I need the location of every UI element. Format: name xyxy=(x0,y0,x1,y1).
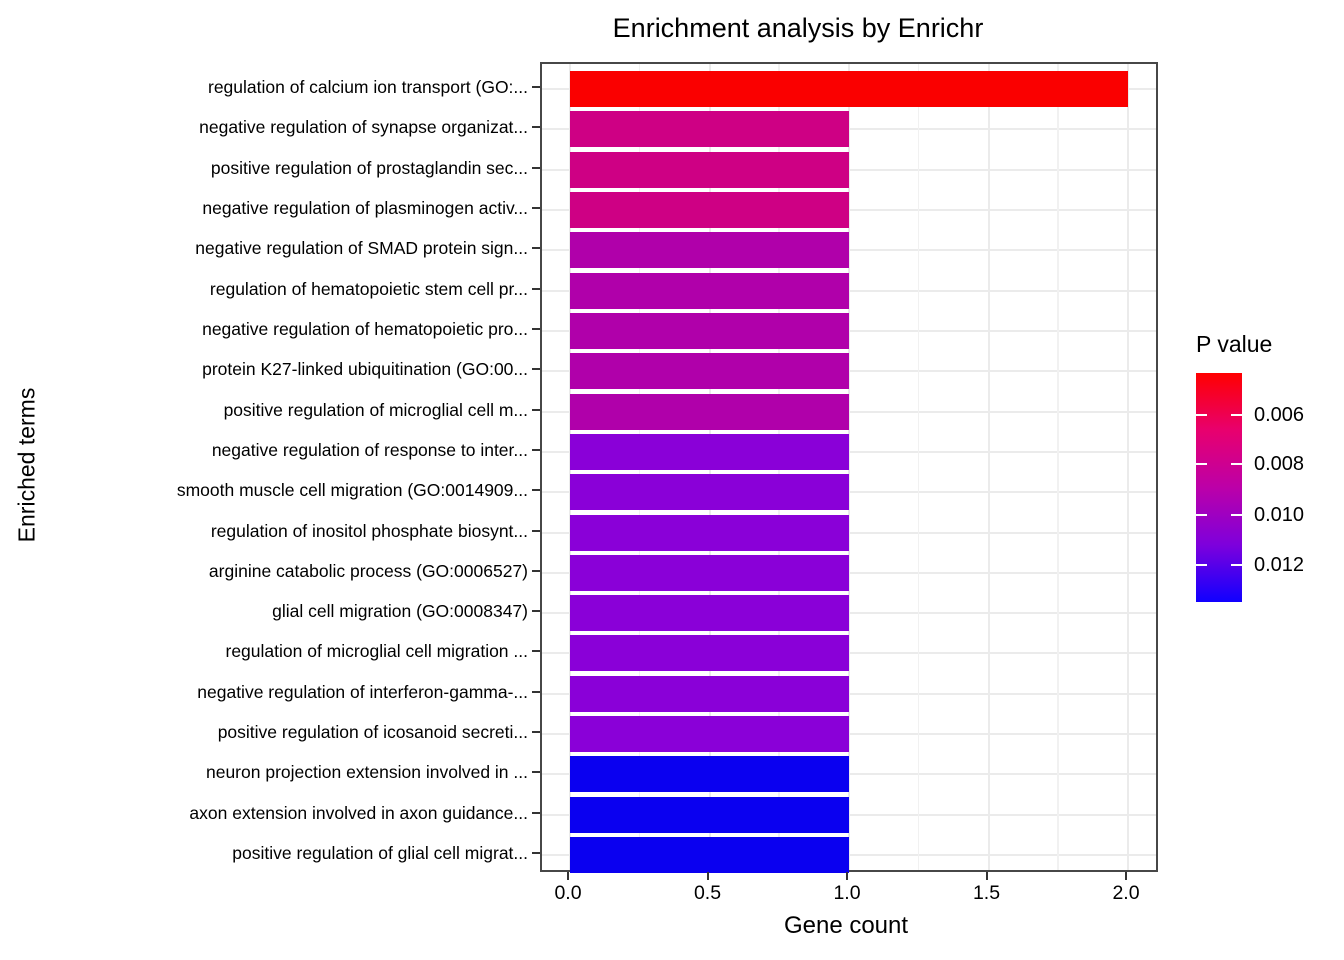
colorbar-tick-left xyxy=(1196,563,1207,566)
bar xyxy=(570,554,849,591)
colorbar-tick-right xyxy=(1231,563,1242,566)
y-axis-label: regulation of inositol phosphate biosynt… xyxy=(210,520,528,541)
y-axis-tick xyxy=(532,489,540,492)
colorbar-tick-right xyxy=(1231,462,1242,465)
y-axis-label: regulation of hematopoietic stem cell pr… xyxy=(209,278,528,299)
x-axis-tick xyxy=(846,872,848,880)
bar xyxy=(570,595,849,632)
y-axis-tick xyxy=(532,852,540,855)
x-axis-tick xyxy=(1125,872,1127,880)
y-axis-label: regulation of calcium ion transport (GO:… xyxy=(208,77,528,97)
x-axis-tick xyxy=(985,872,988,880)
y-axis-tick xyxy=(532,86,540,88)
y-axis-tick xyxy=(532,247,540,250)
x-axis-label: 0.0 xyxy=(554,882,582,904)
y-axis-label: positive regulation of microglial cell m… xyxy=(223,399,528,420)
y-axis-label: negative regulation of plasminogen activ… xyxy=(202,197,528,218)
x-axis-label: 1.0 xyxy=(833,882,861,904)
y-axis-label: negative regulation of hematopoietic pro… xyxy=(202,318,528,339)
y-axis-label: protein K27-linked ubiquitination (GO:00… xyxy=(202,359,528,380)
y-axis-title: Enriched terms xyxy=(13,387,40,543)
bar xyxy=(570,71,1128,107)
bar xyxy=(570,474,849,511)
colorbar-tick-left xyxy=(1196,462,1207,465)
gridline-vertical-minor xyxy=(917,64,920,870)
y-axis-tick xyxy=(532,811,540,814)
y-axis-tick xyxy=(532,368,540,371)
y-axis-tick xyxy=(532,610,540,613)
bar xyxy=(570,635,849,672)
y-axis-tick xyxy=(532,731,540,734)
bar xyxy=(570,272,849,309)
gridline-vertical-major xyxy=(987,64,990,870)
colorbar-tick-left xyxy=(1196,413,1207,416)
y-axis-label: positive regulation of prostaglandin sec… xyxy=(210,157,528,178)
x-axis-label: 2.0 xyxy=(1112,882,1140,904)
y-axis-label: positive regulation of icosanoid secreti… xyxy=(217,722,528,743)
x-axis-tick xyxy=(567,872,569,880)
gridline-vertical-major xyxy=(848,64,850,870)
bar xyxy=(570,756,849,793)
bar xyxy=(570,796,849,833)
gridline-vertical-major xyxy=(1127,64,1129,870)
y-axis-tick xyxy=(532,529,540,532)
y-axis-tick xyxy=(532,327,540,330)
y-axis-tick xyxy=(532,569,540,572)
x-axis-tick xyxy=(706,872,709,880)
legend-title: P value xyxy=(1196,331,1273,357)
legend: P value 0.006 0.008 0.010 0.012 xyxy=(1196,331,1304,602)
y-axis-label: neuron projection extension involved in … xyxy=(205,762,528,783)
y-axis-tick xyxy=(532,166,540,169)
gridline-vertical-minor xyxy=(1057,64,1059,870)
y-axis-label: negative regulation of response to inter… xyxy=(211,439,528,460)
bar xyxy=(570,675,849,712)
bar xyxy=(570,312,849,349)
bar xyxy=(570,514,849,551)
y-axis-tick xyxy=(532,287,540,290)
bar xyxy=(570,837,849,874)
colorbar-tick-right xyxy=(1231,413,1242,416)
legend-tick-label: 0.006 xyxy=(1254,403,1305,426)
y-axis-tick xyxy=(532,771,540,774)
bar xyxy=(570,111,849,148)
colorbar-tick-right xyxy=(1231,513,1242,516)
y-axis-label: negative regulation of SMAD protein sign… xyxy=(195,238,528,259)
x-axis-label: 0.5 xyxy=(693,882,722,904)
y-axis-label: smooth muscle cell migration (GO:0014909… xyxy=(176,480,528,501)
bar xyxy=(570,393,849,430)
bar xyxy=(570,151,849,188)
legend-tick-label: 0.012 xyxy=(1254,553,1305,576)
y-axis-label: positive regulation of glial cell migrat… xyxy=(232,843,528,864)
y-axis-tick xyxy=(532,206,540,209)
bar xyxy=(570,232,849,269)
y-axis-label: arginine catabolic process (GO:0006527) xyxy=(208,560,528,581)
y-axis-label: negative regulation of synapse organizat… xyxy=(199,117,528,138)
y-axis-label: negative regulation of interferon-gamma-… xyxy=(197,681,528,702)
bar xyxy=(570,716,849,753)
y-axis-label: regulation of microglial cell migration … xyxy=(225,641,529,662)
bar xyxy=(570,433,849,470)
y-axis-tick xyxy=(532,690,540,693)
colorbar-tick-left xyxy=(1196,513,1207,516)
legend-tick-label: 0.010 xyxy=(1254,503,1305,526)
bar xyxy=(570,353,849,390)
legend-tick-label: 0.008 xyxy=(1254,452,1305,475)
y-axis-label: axon extension involved in axon guidance… xyxy=(189,802,528,823)
y-axis-tick xyxy=(532,650,540,653)
y-axis-tick xyxy=(532,126,540,129)
y-axis-tick xyxy=(532,408,540,411)
y-axis-tick xyxy=(532,448,540,451)
y-axis-label: glial cell migration (GO:0008347) xyxy=(272,601,528,622)
x-axis-title: Gene count xyxy=(783,912,909,939)
bar xyxy=(570,191,849,228)
chart-title: Enrichment analysis by Enrichr xyxy=(612,13,984,43)
x-axis-label: 1.5 xyxy=(972,882,1001,904)
legend-colorbar xyxy=(1196,373,1242,602)
plot-panel xyxy=(540,62,1158,874)
